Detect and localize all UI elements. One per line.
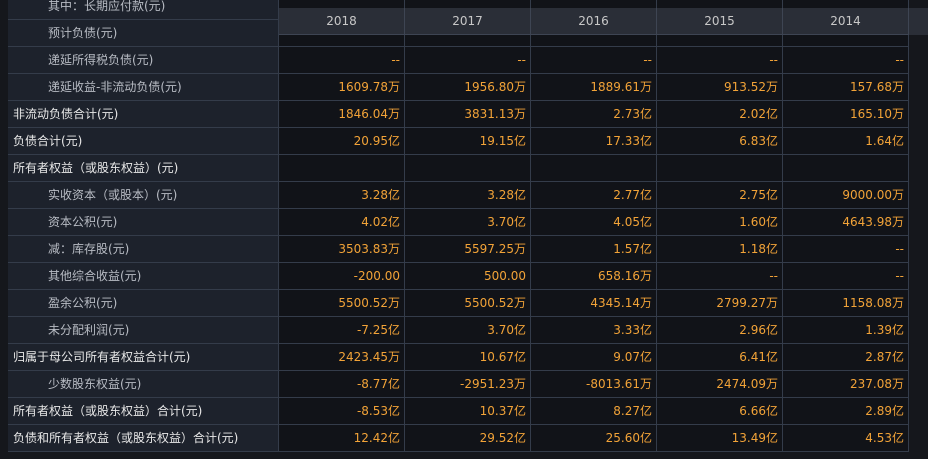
value-cell: 2.75亿 xyxy=(657,182,783,209)
value-cell: 13.49亿 xyxy=(657,425,783,452)
value-cell: -8.77亿 xyxy=(279,371,405,398)
value-cell: 29.52亿 xyxy=(405,425,531,452)
year-header: 2018 xyxy=(279,8,405,35)
value-cell: 2423.45万 xyxy=(279,344,405,371)
row-label: 少数股东权益(元) xyxy=(8,371,279,398)
value-cell: -8.53亿 xyxy=(279,398,405,425)
value-cell: 2.96亿 xyxy=(657,317,783,344)
value-cell: 6.41亿 xyxy=(657,344,783,371)
value-cell: 25.60亿 xyxy=(531,425,657,452)
value-cell: 8.27亿 xyxy=(531,398,657,425)
row-label: 递延所得税负债(元) xyxy=(8,47,279,74)
value-cell: 2.89亿 xyxy=(783,398,909,425)
row-label: 其他综合收益(元) xyxy=(8,263,279,290)
value-cell: 2474.09万 xyxy=(657,371,783,398)
value-cell: -200.00 xyxy=(279,263,405,290)
value-cell: 3.28亿 xyxy=(405,182,531,209)
value-cell: 1.39亿 xyxy=(783,317,909,344)
value-cell: 4.02亿 xyxy=(279,209,405,236)
value-cell: 3.70亿 xyxy=(405,209,531,236)
value-cell: 20.95亿 xyxy=(279,128,405,155)
value-cell: 6.66亿 xyxy=(657,398,783,425)
value-cell: 9.07亿 xyxy=(531,344,657,371)
value-cell: -- xyxy=(657,47,783,74)
row-label: 预计负债(元) xyxy=(8,20,279,47)
row-label: 减：库存股(元) xyxy=(8,236,279,263)
value-cell: 1846.04万 xyxy=(279,101,405,128)
value-cell: -- xyxy=(405,47,531,74)
value-cell: 3.28亿 xyxy=(279,182,405,209)
value-cell: 5597.25万 xyxy=(405,236,531,263)
value-cell: 237.08万 xyxy=(783,371,909,398)
empty-cell xyxy=(531,155,657,182)
value-cell: 10.67亿 xyxy=(405,344,531,371)
value-cell: -- xyxy=(279,47,405,74)
value-cell: 10.37亿 xyxy=(405,398,531,425)
value-cell: 3503.83万 xyxy=(279,236,405,263)
value-cell: 1.64亿 xyxy=(783,128,909,155)
value-cell: 165.10万 xyxy=(783,101,909,128)
value-cell: 2.77亿 xyxy=(531,182,657,209)
value-cell: -2951.23万 xyxy=(405,371,531,398)
value-cell: 17.33亿 xyxy=(531,128,657,155)
value-cell: 5500.52万 xyxy=(279,290,405,317)
row-label: 负债合计(元) xyxy=(8,128,279,155)
value-cell: 1609.78万 xyxy=(279,74,405,101)
value-cell: 157.68万 xyxy=(783,74,909,101)
value-cell: -- xyxy=(783,47,909,74)
value-cell: 5500.52万 xyxy=(405,290,531,317)
year-header: 2016 xyxy=(531,8,657,35)
value-cell: 658.16万 xyxy=(531,263,657,290)
empty-cell xyxy=(783,155,909,182)
value-cell: 9000.00万 xyxy=(783,182,909,209)
row-label: 非流动负债合计(元) xyxy=(8,101,279,128)
value-cell: -- xyxy=(783,236,909,263)
value-cell: -- xyxy=(783,263,909,290)
value-cell: -7.25亿 xyxy=(279,317,405,344)
year-header: 2017 xyxy=(405,8,531,35)
year-header: 2014 xyxy=(783,8,909,35)
value-cell: 1889.61万 xyxy=(531,74,657,101)
row-label: 所有者权益（或股东权益）合计(元) xyxy=(8,398,279,425)
value-cell: 4.05亿 xyxy=(531,209,657,236)
value-cell: 1158.08万 xyxy=(783,290,909,317)
row-label: 其中：长期应付款(元) xyxy=(8,0,279,20)
row-label: 资本公积(元) xyxy=(8,209,279,236)
value-cell: -8013.61万 xyxy=(531,371,657,398)
row-label: 实收资本（或股本）(元) xyxy=(8,182,279,209)
value-cell: 2799.27万 xyxy=(657,290,783,317)
value-cell: 19.15亿 xyxy=(405,128,531,155)
row-label: 所有者权益（或股东权益）(元) xyxy=(8,155,279,182)
empty-cell xyxy=(657,155,783,182)
value-cell: 2.87亿 xyxy=(783,344,909,371)
value-cell: 2.02亿 xyxy=(657,101,783,128)
value-cell: 6.83亿 xyxy=(657,128,783,155)
empty-cell xyxy=(405,155,531,182)
value-cell: 4345.14万 xyxy=(531,290,657,317)
value-cell: 913.52万 xyxy=(657,74,783,101)
value-cell: 1.60亿 xyxy=(657,209,783,236)
value-cell: 3.70亿 xyxy=(405,317,531,344)
value-cell: 1956.80万 xyxy=(405,74,531,101)
value-cell: -- xyxy=(657,263,783,290)
value-cell: 1.18亿 xyxy=(657,236,783,263)
row-label: 归属于母公司所有者权益合计(元) xyxy=(8,344,279,371)
row-label: 未分配利润(元) xyxy=(8,317,279,344)
value-cell: 3831.13万 xyxy=(405,101,531,128)
left-edge xyxy=(0,0,8,459)
value-cell: 1.57亿 xyxy=(531,236,657,263)
value-cell: 4643.98万 xyxy=(783,209,909,236)
row-label: 盈余公积(元) xyxy=(8,290,279,317)
value-cell: 2.73亿 xyxy=(531,101,657,128)
value-cell: 3.33亿 xyxy=(531,317,657,344)
value-cell: 4.53亿 xyxy=(783,425,909,452)
year-header: 2015 xyxy=(657,8,783,35)
row-label: 负债和所有者权益（或股东权益）合计(元) xyxy=(8,425,279,452)
empty-cell xyxy=(279,155,405,182)
value-cell: -- xyxy=(531,47,657,74)
value-cell: 500.00 xyxy=(405,263,531,290)
value-cell: 12.42亿 xyxy=(279,425,405,452)
row-label: 递延收益-非流动负债(元) xyxy=(8,74,279,101)
